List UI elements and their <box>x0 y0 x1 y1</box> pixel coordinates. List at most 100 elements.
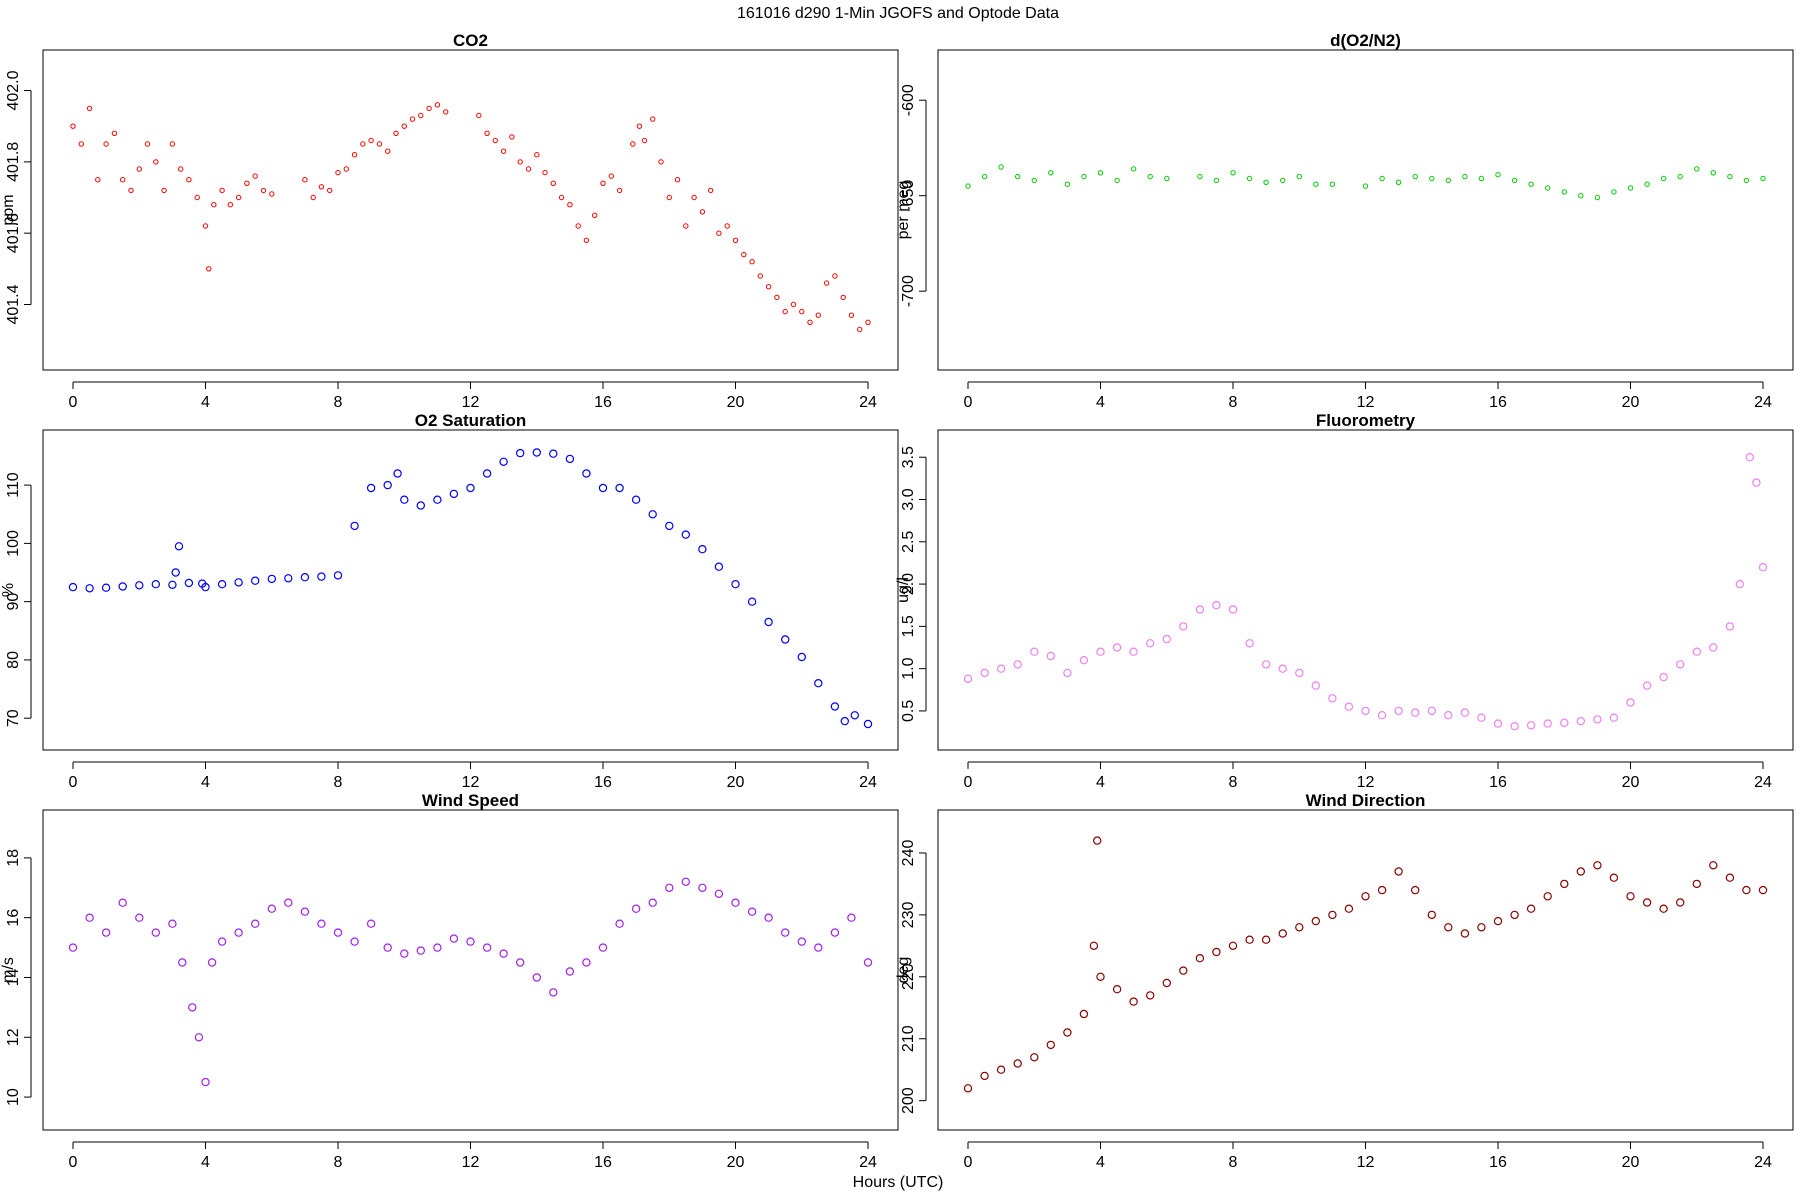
data-point <box>366 483 376 493</box>
data-point <box>101 928 111 937</box>
y-axis-label: m/s <box>0 957 17 983</box>
data-point <box>681 530 691 539</box>
data-point <box>1329 181 1336 187</box>
data-point <box>499 949 508 958</box>
x-tick-label: 8 <box>334 1154 343 1171</box>
data-point <box>482 943 492 952</box>
data-point <box>188 1003 197 1012</box>
x-tick-label: 24 <box>1754 774 1772 791</box>
data-point <box>383 480 392 490</box>
data-point <box>351 152 358 158</box>
x-tick-label: 20 <box>1622 774 1640 791</box>
data-point <box>267 574 276 584</box>
data-point <box>466 937 475 946</box>
data-point <box>433 495 442 504</box>
data-point <box>169 141 176 147</box>
plot-frame <box>937 429 1794 751</box>
x-tick-label: 12 <box>1357 1154 1375 1171</box>
data-point <box>648 510 657 519</box>
data-point <box>1162 634 1172 644</box>
x-tick-label: 24 <box>859 774 877 791</box>
data-point <box>151 928 160 937</box>
data-point <box>211 202 217 208</box>
data-point <box>1245 935 1254 944</box>
data-point <box>383 943 392 952</box>
data-point <box>1097 170 1104 176</box>
data-point <box>1263 179 1269 186</box>
data-point <box>1611 189 1617 195</box>
chart-panel-6: Wind Direction 0 4 8 12 16 20 24 200 210 220 230 240… <box>895 791 1794 1171</box>
data-point <box>1576 867 1586 876</box>
data-point <box>1030 647 1039 656</box>
y-tick-label: 210 <box>900 1025 917 1052</box>
x-tick-label: 12 <box>1357 774 1375 791</box>
y-tick-label: 230 <box>900 901 917 928</box>
x-tick-label: 0 <box>69 1154 78 1171</box>
data-point <box>1013 1059 1022 1068</box>
data-point <box>1295 923 1304 932</box>
data-point <box>666 194 672 201</box>
data-point <box>582 469 591 478</box>
data-point <box>1758 885 1768 895</box>
data-point <box>1627 185 1634 191</box>
data-point <box>1445 177 1452 184</box>
data-point <box>782 308 788 315</box>
data-point <box>426 105 432 112</box>
data-point <box>250 919 260 928</box>
data-point <box>1280 177 1286 184</box>
data-points <box>963 453 1768 731</box>
y-axis-label: deg <box>895 957 912 984</box>
data-point <box>1694 166 1700 172</box>
data-point <box>1212 947 1221 957</box>
y-tick-label: 90 <box>5 593 22 611</box>
plot-frame <box>937 49 1794 371</box>
data-point <box>1261 935 1271 944</box>
y-axis-label: ug/l <box>895 577 912 603</box>
y-tick-label: 200 <box>900 1087 917 1114</box>
x-tick-label: 16 <box>1489 774 1507 791</box>
plot-frame <box>42 49 899 371</box>
x-tick-label: 20 <box>1622 1154 1640 1171</box>
data-point <box>1609 713 1619 722</box>
data-point <box>996 664 1006 673</box>
data-point <box>1145 639 1155 648</box>
data-point <box>1311 916 1321 926</box>
data-point <box>963 1084 973 1093</box>
data-point <box>120 177 126 183</box>
data-point <box>550 180 556 187</box>
data-point <box>350 937 359 946</box>
data-point <box>1261 660 1271 669</box>
data-point <box>1642 898 1652 907</box>
data-point <box>674 177 681 183</box>
data-point <box>1064 181 1071 187</box>
data-point <box>1230 170 1236 176</box>
x-tick-label: 16 <box>1489 1154 1507 1171</box>
data-point <box>153 159 159 165</box>
data-point <box>1710 170 1717 176</box>
chart-title: O2 Saturation <box>415 411 526 430</box>
x-tick-label: 20 <box>727 1154 745 1171</box>
data-point <box>366 919 376 928</box>
data-point <box>980 1071 989 1081</box>
data-point <box>1344 702 1354 711</box>
data-point <box>206 266 212 272</box>
data-point <box>698 545 707 554</box>
data-point <box>186 177 192 183</box>
data-point <box>1089 941 1099 951</box>
data-point <box>582 958 591 967</box>
data-point <box>996 1065 1006 1074</box>
plot-frame <box>42 429 899 751</box>
data-point <box>681 877 691 887</box>
data-point <box>335 169 341 176</box>
x-axis-label: Hours (UTC) <box>853 1174 944 1191</box>
data-point <box>217 580 227 589</box>
data-point <box>1197 173 1203 180</box>
data-point <box>797 652 807 662</box>
data-point <box>1228 605 1238 614</box>
x-tick-label: 4 <box>1096 394 1105 411</box>
data-point <box>1114 177 1120 184</box>
data-point <box>616 187 623 194</box>
data-point <box>1112 643 1122 652</box>
x-tick-label: 4 <box>1096 1154 1105 1171</box>
data-point <box>1278 664 1287 673</box>
